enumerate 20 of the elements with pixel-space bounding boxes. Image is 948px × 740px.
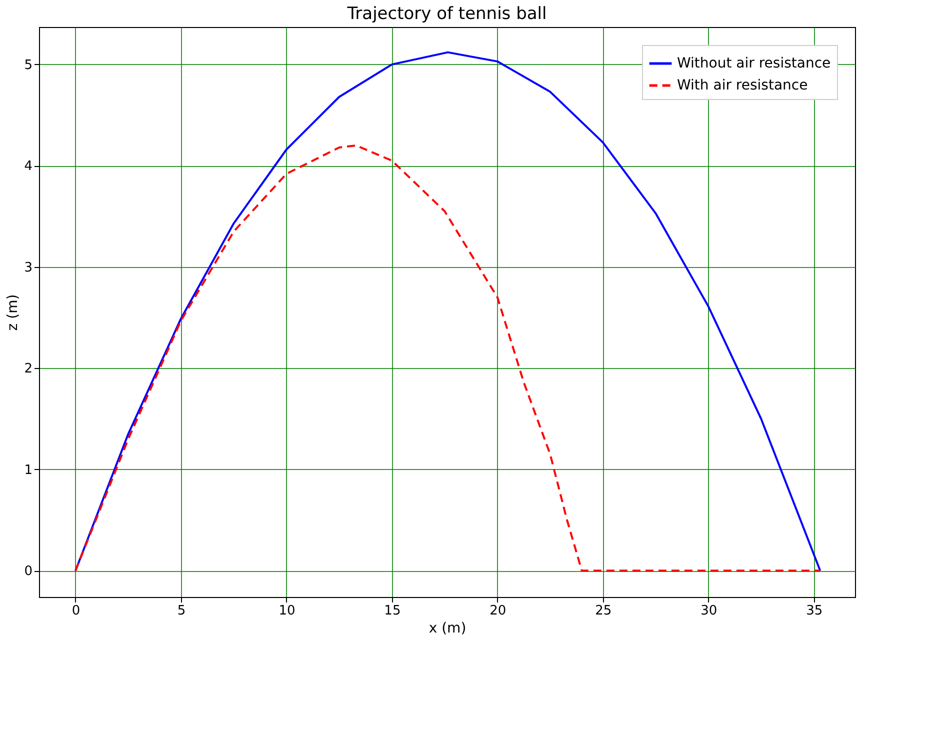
y-tick-label: 4 — [24, 159, 32, 174]
y-tick-label: 1 — [24, 462, 32, 478]
y-axis-title: z (m) — [5, 294, 22, 331]
x-tick-label: 30 — [700, 604, 718, 618]
legend-label: With air resistance — [677, 78, 808, 94]
x-tick-label: 0 — [72, 604, 80, 618]
y-tick-label: 0 — [24, 564, 32, 580]
x-tick-label: 15 — [384, 604, 401, 618]
x-tick-label: 25 — [595, 604, 612, 618]
x-axis-title: x (m) — [428, 620, 466, 636]
x-tick-label: 20 — [490, 604, 506, 618]
x-tick-label: 10 — [278, 604, 296, 618]
line-series — [74, 144, 822, 572]
y-tick-label: 3 — [24, 260, 32, 276]
y-tick-label: 5 — [24, 58, 32, 73]
x-tick-label: 35 — [806, 604, 823, 618]
x-tick-label: 5 — [177, 604, 186, 618]
chart-title: Trajectory of tennis ball — [346, 4, 547, 24]
y-tick-label: 2 — [24, 362, 32, 377]
legend-label: Without air resistance — [677, 56, 831, 72]
